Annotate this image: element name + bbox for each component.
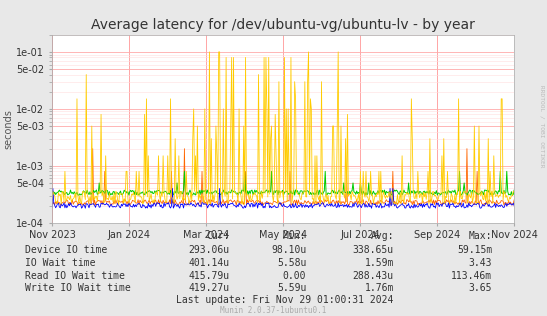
Text: Avg:: Avg: <box>370 231 394 240</box>
Text: 5.58u: 5.58u <box>277 258 306 268</box>
Text: 1.59m: 1.59m <box>364 258 394 268</box>
Title: Average latency for /dev/ubuntu-vg/ubuntu-lv - by year: Average latency for /dev/ubuntu-vg/ubunt… <box>91 18 475 32</box>
Text: Read IO Wait time: Read IO Wait time <box>25 270 125 281</box>
Text: 98.10u: 98.10u <box>271 245 306 255</box>
Text: Device IO time: Device IO time <box>25 245 107 255</box>
Text: Max:: Max: <box>469 231 492 240</box>
Text: 113.46m: 113.46m <box>451 270 492 281</box>
Text: 293.06u: 293.06u <box>189 245 230 255</box>
Text: 3.43: 3.43 <box>469 258 492 268</box>
Text: Cur:: Cur: <box>206 231 230 240</box>
Text: 288.43u: 288.43u <box>353 270 394 281</box>
Text: Munin 2.0.37-1ubuntu0.1: Munin 2.0.37-1ubuntu0.1 <box>220 306 327 315</box>
Text: Min:: Min: <box>283 231 306 240</box>
Text: 3.65: 3.65 <box>469 283 492 293</box>
Text: 59.15m: 59.15m <box>457 245 492 255</box>
Text: 1.76m: 1.76m <box>364 283 394 293</box>
Text: 415.79u: 415.79u <box>189 270 230 281</box>
Text: Write IO Wait time: Write IO Wait time <box>25 283 131 293</box>
Text: 5.59u: 5.59u <box>277 283 306 293</box>
Text: RRDTOOL / TOBI OETIKER: RRDTOOL / TOBI OETIKER <box>539 85 544 168</box>
Text: Last update: Fri Nov 29 01:00:31 2024: Last update: Fri Nov 29 01:00:31 2024 <box>177 295 394 305</box>
Text: 338.65u: 338.65u <box>353 245 394 255</box>
Text: 0.00: 0.00 <box>283 270 306 281</box>
Text: 401.14u: 401.14u <box>189 258 230 268</box>
Text: IO Wait time: IO Wait time <box>25 258 96 268</box>
Text: 419.27u: 419.27u <box>189 283 230 293</box>
Y-axis label: seconds: seconds <box>3 109 14 149</box>
